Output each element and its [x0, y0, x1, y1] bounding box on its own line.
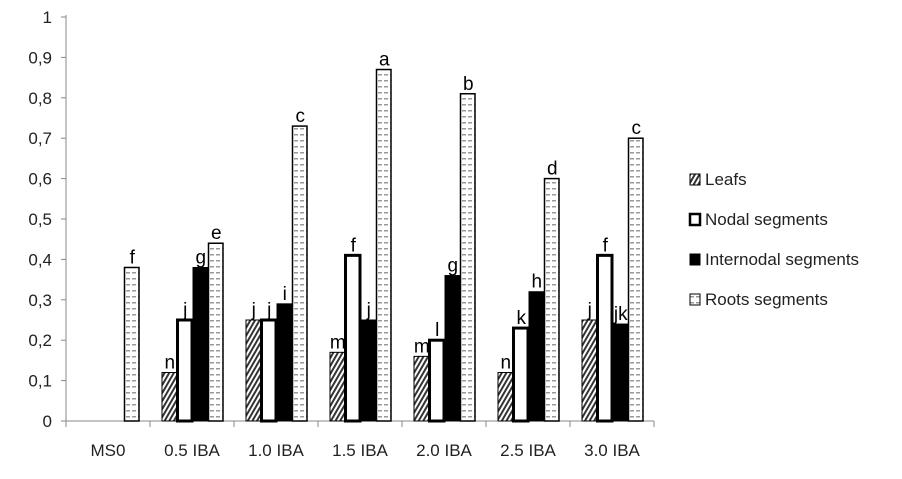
bar-nodal-segments — [260, 318, 278, 423]
legend-label: Roots segments — [705, 290, 828, 309]
legend-label: Leafs — [705, 170, 747, 189]
data-label: d — [547, 159, 558, 180]
y-tick-label: 0,9 — [28, 48, 52, 67]
legend-swatch — [689, 173, 701, 186]
x-tick-label: MS0 — [91, 441, 126, 460]
bar-internodal-segments — [444, 275, 460, 422]
data-label: f — [603, 235, 609, 256]
data-label: j — [266, 300, 271, 321]
bar-roots-segments — [291, 125, 308, 422]
data-label: j — [366, 300, 371, 321]
data-label: m — [414, 336, 430, 357]
legend-swatch — [689, 253, 701, 266]
bar-roots-segments — [543, 177, 560, 422]
bar-nodal-segments — [176, 318, 194, 423]
y-tick-label: 0,6 — [28, 170, 52, 189]
data-label: a — [379, 50, 390, 71]
bar-nodal-segments — [596, 253, 614, 423]
data-label: i — [283, 284, 287, 305]
y-tick-label: 0,5 — [28, 210, 52, 229]
y-tick-label: 0,2 — [28, 331, 52, 350]
data-label: c — [632, 118, 642, 139]
y-tick-label: 0,3 — [28, 291, 52, 310]
bar-leafs — [413, 355, 429, 422]
bar-leafs — [329, 351, 345, 422]
data-label: k — [517, 308, 527, 329]
bar-internodal-segments — [360, 319, 376, 422]
data-label: n — [500, 353, 511, 374]
x-tick-label: 1.5 IBA — [332, 441, 388, 460]
bar-roots-segments — [375, 68, 392, 422]
bar-leafs — [245, 319, 261, 422]
data-label: f — [351, 235, 357, 256]
y-tick-label: 1 — [43, 8, 52, 27]
data-label: jk — [613, 304, 628, 325]
bar-internodal-segments — [528, 291, 544, 422]
x-tick-label: 2.0 IBA — [416, 441, 472, 460]
legend-label: Internodal segments — [705, 250, 859, 269]
bar-nodal-segments — [344, 253, 362, 423]
x-tick-label: 0.5 IBA — [164, 441, 220, 460]
bar-roots-segments — [459, 93, 476, 422]
data-label: h — [531, 272, 542, 293]
data-label: j — [251, 300, 256, 321]
bar-roots-segments — [627, 137, 644, 422]
bar-internodal-segments — [276, 303, 292, 422]
y-tick-label: 0,1 — [28, 372, 52, 391]
y-tick-label: 0,4 — [28, 250, 52, 269]
data-label: g — [195, 247, 206, 268]
bar-roots-segments — [123, 266, 140, 422]
data-label: b — [463, 74, 474, 95]
legend-label: Nodal segments — [705, 210, 828, 229]
bar-leafs — [497, 372, 513, 422]
bar-leafs — [161, 372, 177, 422]
data-label: l — [435, 320, 439, 341]
x-tick-label: 1.0 IBA — [248, 441, 304, 460]
bar-roots-segments — [207, 242, 224, 422]
bar-nodal-segments — [512, 326, 530, 423]
data-label: c — [296, 106, 306, 127]
data-label: e — [211, 223, 222, 244]
legend-swatch — [689, 293, 701, 306]
bar-nodal-segments — [428, 338, 446, 423]
bar-leafs — [581, 319, 597, 422]
bar-internodal-segments — [192, 266, 208, 422]
data-label: n — [164, 353, 175, 374]
data-label: j — [182, 300, 187, 321]
y-tick-label: 0,8 — [28, 89, 52, 108]
data-label: g — [447, 256, 458, 277]
data-label: m — [330, 332, 346, 353]
bar-internodal-segments — [612, 323, 628, 422]
x-tick-label: 2.5 IBA — [500, 441, 556, 460]
y-tick-label: 0 — [43, 412, 52, 431]
y-tick-label: 0,7 — [28, 129, 52, 148]
data-label: j — [587, 300, 592, 321]
data-label: f — [130, 247, 136, 268]
legend-swatch — [688, 212, 702, 227]
x-tick-label: 3.0 IBA — [584, 441, 640, 460]
